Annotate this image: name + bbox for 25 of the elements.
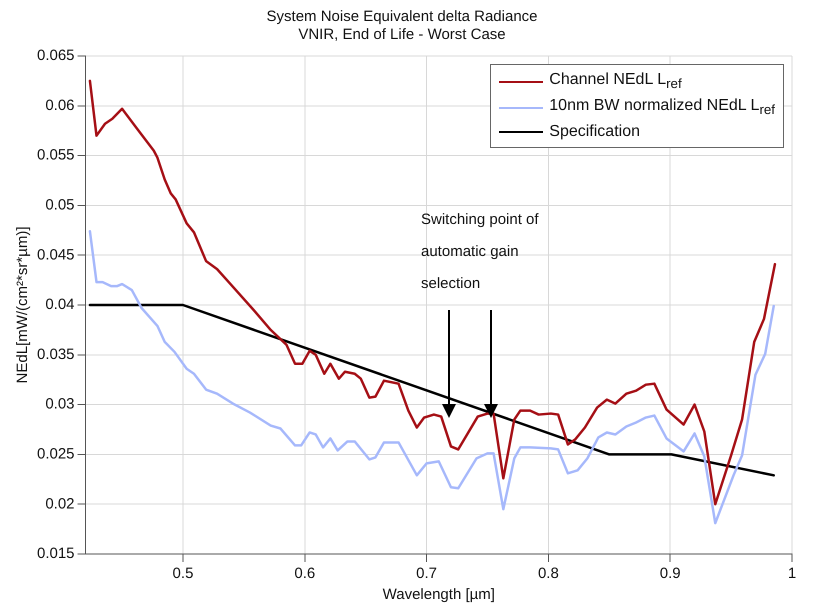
y-axis-title: NEdL[mW/(cm²*sr*µm)] — [14, 226, 32, 384]
y-tick-label: 0.06 — [45, 96, 75, 114]
y-tick-label: 0.015 — [36, 545, 75, 562]
x-tick-label: 0.6 — [294, 565, 316, 582]
legend-label: 10nm BW normalized NEdL L$_{ref}$ — [549, 96, 775, 120]
legend-label: Specification — [549, 122, 640, 142]
chart-subtitle: VNIR, End of Life - Worst Case — [298, 26, 506, 44]
y-tick-label: 0.05 — [45, 196, 75, 214]
x-tick-label: 0.7 — [416, 565, 438, 582]
legend-label: Channel NEdL L$_{ref}$ — [549, 70, 682, 94]
y-tick-label: 0.055 — [36, 146, 75, 164]
x-tick-label: 0.8 — [538, 565, 559, 582]
x-tick-label: 1 — [788, 565, 796, 582]
y-tick-label: 0.03 — [45, 396, 75, 413]
x-tick-label: 0.5 — [172, 565, 194, 582]
y-tick-label: 0.035 — [36, 346, 75, 363]
x-axis-title: Wavelength [µm] — [382, 586, 495, 604]
y-tick-label: 0.02 — [45, 495, 75, 512]
annotation: Switching point of automatic gain selection — [421, 210, 540, 294]
chart-title: System Noise Equivalent delta Radiance — [266, 8, 538, 26]
y-tick-label: 0.04 — [45, 296, 75, 314]
y-tick-label: 0.065 — [36, 47, 75, 64]
y-tick-label: 0.025 — [36, 446, 75, 463]
x-tick-label: 0.9 — [660, 565, 681, 582]
y-tick-label: 0.045 — [36, 246, 75, 264]
